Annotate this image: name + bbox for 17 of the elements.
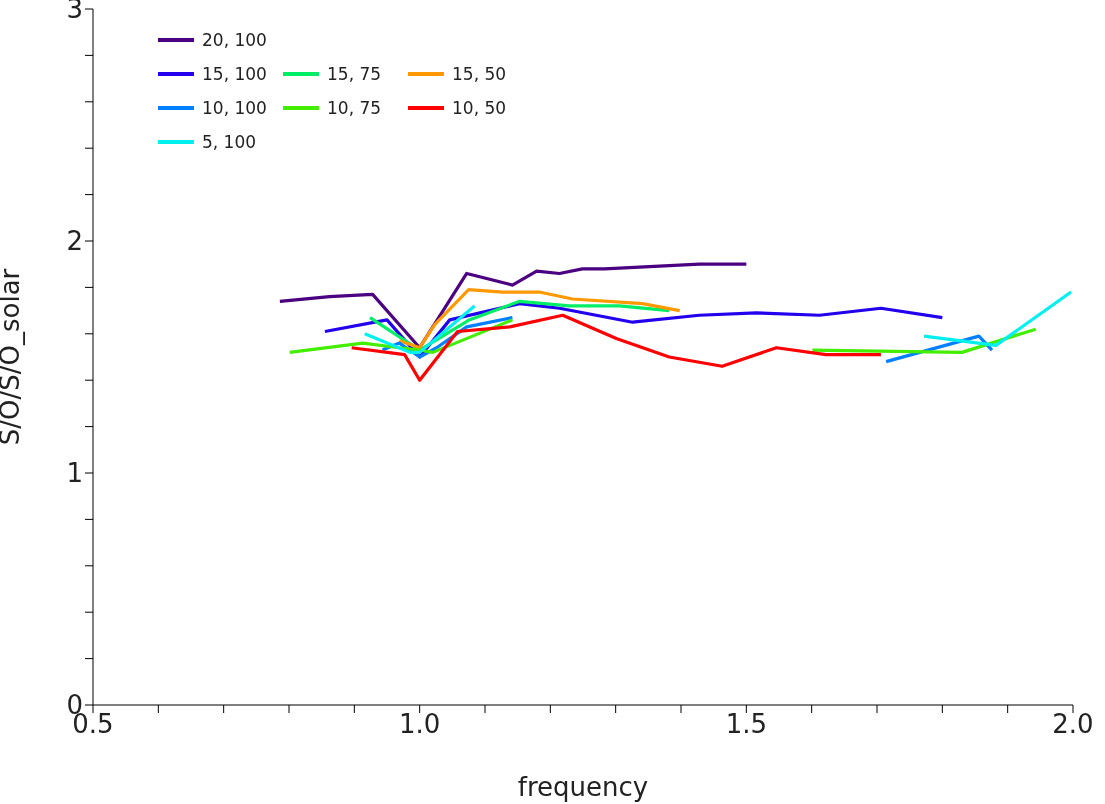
x-tick-label: 1.0 <box>398 709 441 740</box>
legend-label: 15, 75 <box>327 64 382 84</box>
legend-label: 5, 100 <box>202 132 257 152</box>
legend-label: 15, 50 <box>452 64 507 84</box>
x-axis-title: frequency <box>517 772 649 802</box>
legend-label: 15, 100 <box>202 64 267 84</box>
line-series <box>397 288 682 350</box>
y-tick-label: 2 <box>66 226 83 257</box>
legend-label: 10, 50 <box>452 98 507 118</box>
legend-label: 10, 100 <box>202 98 267 118</box>
y-axis-title: S/O/S/O_solar <box>0 268 26 446</box>
legend-label: 10, 75 <box>327 98 382 118</box>
legend-label: 20, 100 <box>202 30 267 50</box>
x-tick-label: 1.5 <box>725 709 768 740</box>
x-tick-label: 2.0 <box>1052 709 1094 740</box>
y-tick-label: 1 <box>66 458 83 489</box>
line-series <box>350 313 883 382</box>
